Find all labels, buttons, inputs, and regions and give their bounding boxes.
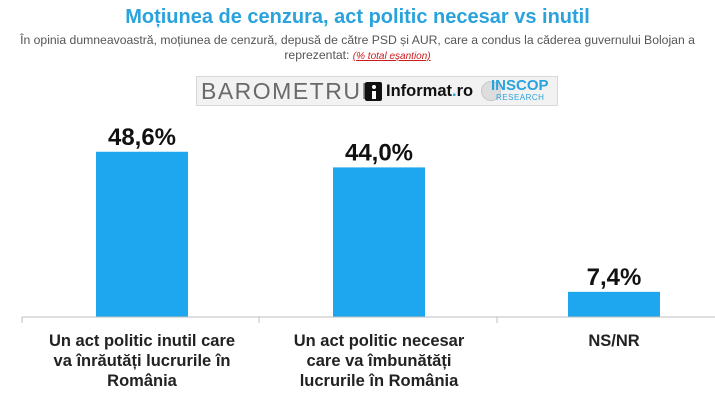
informat-logo-ro: ro (456, 82, 474, 100)
chart-title: Moțiunea de cenzura, act politic necesar… (125, 6, 590, 28)
informat-logo-dot: . (452, 82, 457, 100)
bar-3 (568, 291, 660, 317)
bar-2 (333, 167, 425, 317)
barometru-logo: BAROMETRUL (201, 78, 376, 104)
research-logo: RESEARCH (496, 93, 545, 102)
data-label-2: 44,0% (345, 139, 413, 166)
category-label-1: Un act politic inutil care va înrăutăți … (48, 332, 236, 390)
logo-bar: BAROMETRUL Informat.ro INSCOP RESEARCH (196, 76, 558, 106)
bar-1 (96, 151, 188, 317)
informat-logo: Informat.ro (386, 82, 473, 101)
subtitle-text: În opinia dumneavoastră, moțiunea de cen… (20, 33, 695, 62)
informat-logo-name: Informat (386, 82, 452, 100)
info-icon (365, 82, 382, 101)
category-label-2: Un act politic necesar care va îmbunătăț… (293, 332, 465, 390)
category-label-3: NS/NR (588, 332, 640, 350)
inscop-circle-icon (481, 81, 501, 101)
inscop-logo: INSCOP (491, 77, 549, 94)
data-label-3: 7,4% (587, 264, 642, 291)
data-label-1: 48,6% (108, 124, 176, 151)
subtitle-note: (% total eșantion) (352, 51, 431, 62)
chart-subtitle: În opinia dumneavoastră, moțiunea de cen… (20, 33, 695, 64)
